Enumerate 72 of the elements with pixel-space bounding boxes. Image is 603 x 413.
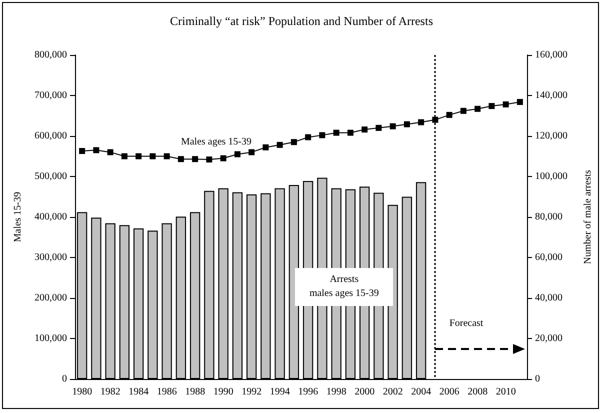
point xyxy=(220,155,226,162)
x-tick-label: 2000 xyxy=(354,386,375,398)
point xyxy=(474,106,481,112)
point xyxy=(502,101,509,108)
y2-tick-label: 0 xyxy=(535,374,540,384)
point xyxy=(362,126,368,133)
point xyxy=(460,108,466,114)
point xyxy=(347,130,354,136)
x-tick-label: 1994 xyxy=(270,386,290,398)
point xyxy=(79,148,86,154)
x-tick-label: 1980 xyxy=(72,386,92,398)
series-label: Males ages 15-39 xyxy=(180,136,252,148)
point xyxy=(136,153,142,160)
x-tick-label: 1996 xyxy=(298,386,318,398)
y2-tick-label: 20,000 xyxy=(535,333,562,344)
point xyxy=(516,98,523,105)
y2-tick-label: 160,000 xyxy=(535,50,568,60)
y-tick-label: 100,000 xyxy=(34,333,67,344)
x-tick-label: 1990 xyxy=(213,386,234,398)
point xyxy=(93,147,100,154)
x-tick-label: 1986 xyxy=(156,386,177,398)
point xyxy=(107,149,114,156)
point xyxy=(121,153,128,160)
point xyxy=(418,119,424,126)
y2-tick-label: 40,000 xyxy=(535,292,562,304)
y-tick-label: 700,000 xyxy=(34,90,67,101)
point xyxy=(206,156,212,162)
y2-tick-label: 100,000 xyxy=(535,171,568,182)
x-tick-label: 2008 xyxy=(468,386,488,398)
x-tick-label: 1982 xyxy=(100,386,120,398)
y-tick-label: 500,000 xyxy=(34,171,67,182)
point xyxy=(262,144,269,150)
x-tick-label: 2004 xyxy=(411,386,432,398)
point xyxy=(404,121,410,128)
point xyxy=(248,149,255,156)
x-tick-label: 2010 xyxy=(496,386,516,398)
x-tick-label: 1984 xyxy=(128,386,149,398)
x-tick-label: 1998 xyxy=(326,386,346,398)
y-axis-title: Males 15-39 xyxy=(12,192,24,242)
point xyxy=(432,116,438,123)
point xyxy=(150,153,156,160)
y2-axis-title: Number of male arrests xyxy=(582,170,594,264)
point xyxy=(305,134,312,140)
point xyxy=(164,153,170,160)
point xyxy=(446,112,452,118)
y2-tick-label: 80,000 xyxy=(535,212,562,222)
y-tick-label: 800,000 xyxy=(34,50,67,60)
y-tick-label: 0 xyxy=(62,374,67,384)
point xyxy=(333,130,340,136)
x-tick-label: 1992 xyxy=(242,386,262,398)
point xyxy=(234,151,240,158)
point xyxy=(488,103,495,110)
y2-tick-label: 140,000 xyxy=(535,90,568,101)
annotation: Forecast xyxy=(449,318,484,329)
point xyxy=(276,142,283,148)
y-tick-label: 300,000 xyxy=(34,252,67,263)
y2-tick-label: 60,000 xyxy=(535,252,562,263)
y-tick-label: 200,000 xyxy=(34,292,67,304)
y-tick-label: 400,000 xyxy=(34,212,67,222)
x-tick-label: 1988 xyxy=(185,386,206,398)
x-tick-label: 2002 xyxy=(382,386,403,398)
y2-tick-label: 120,000 xyxy=(535,130,568,142)
point xyxy=(290,139,297,146)
point xyxy=(319,132,326,138)
point xyxy=(192,156,198,162)
x-tick-label: 2006 xyxy=(439,386,460,398)
y-tick-label: 600,000 xyxy=(34,130,67,142)
point xyxy=(390,123,396,130)
point xyxy=(376,124,382,131)
point xyxy=(178,156,184,162)
series-label: Arrests males ages 15-39 xyxy=(295,268,393,306)
chart-title: Criminally “at risk” Population and Number of Arrests xyxy=(170,14,434,28)
